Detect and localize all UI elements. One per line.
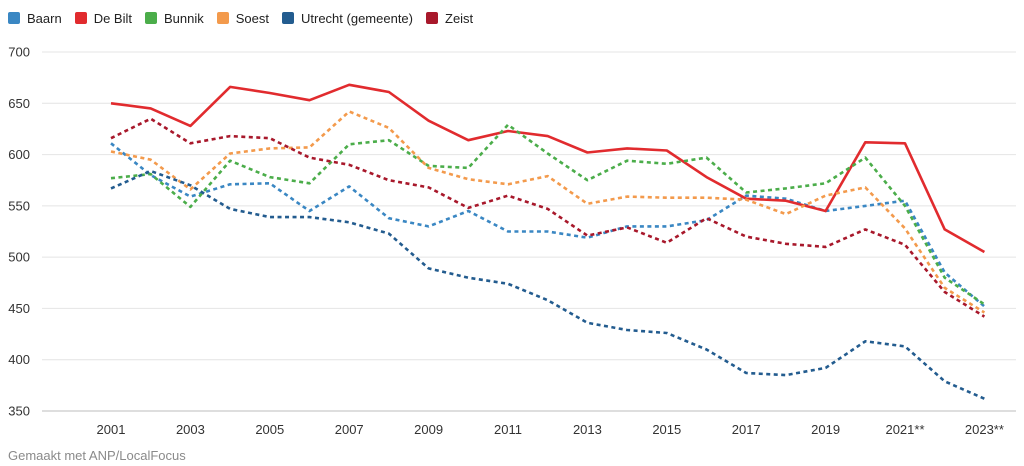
y-tick-label: 600 <box>8 147 30 162</box>
series-line-soest[interactable] <box>110 110 986 314</box>
legend-item-bunnik[interactable]: Bunnik <box>145 11 204 26</box>
series-line-utrecht-gemeente[interactable] <box>110 169 985 400</box>
legend-item-zeist[interactable]: Zeist <box>426 11 473 26</box>
x-tick-label: 2015 <box>652 422 681 437</box>
series-line-zeist[interactable] <box>110 117 986 318</box>
legend-label-de-bilt: De Bilt <box>93 10 132 26</box>
x-tick-label: 2021** <box>885 422 924 437</box>
x-tick-label: 2011 <box>494 422 522 437</box>
legend-label-bunnik: Bunnik <box>164 10 204 26</box>
x-tick-label: 2005 <box>255 422 284 437</box>
y-tick-label: 650 <box>8 96 30 111</box>
y-tick-label: 400 <box>8 352 30 367</box>
series-line-de-bilt[interactable] <box>110 83 986 254</box>
y-tick-label: 550 <box>8 198 30 213</box>
legend-swatch-soest <box>216 12 229 24</box>
legend-swatch-bunnik <box>145 12 157 24</box>
legend-item-baarn[interactable]: Baarn <box>8 11 62 26</box>
legend-swatch-zeist <box>426 12 438 24</box>
legend-swatch-utrecht <box>282 12 294 24</box>
legend-item-de-bilt[interactable]: De Bilt <box>74 10 132 26</box>
legend-label-soest: Soest <box>235 10 269 26</box>
y-axis-ticks: 350 400 450 500 550 600 650 700 <box>8 45 30 419</box>
x-tick-label: 2023** <box>965 422 1004 437</box>
legend-label-baarn: Baarn <box>27 10 62 26</box>
legend-item-soest[interactable]: Soest <box>216 10 269 26</box>
x-tick-label: 2003 <box>176 422 205 437</box>
series-line-bunnik[interactable] <box>110 123 986 306</box>
x-tick-label: 2019 <box>811 422 840 437</box>
legend-label-zeist: Zeist <box>445 10 474 26</box>
x-tick-label: 2001 <box>97 422 126 437</box>
x-tick-label: 2009 <box>414 422 443 437</box>
y-tick-label: 350 <box>8 404 30 419</box>
x-tick-label: 2017 <box>732 422 761 437</box>
legend: Baarn De Bilt Bunnik Soest Utrecht (geme… <box>8 8 486 28</box>
series-line-baarn[interactable] <box>110 142 986 308</box>
series-lines <box>110 83 986 400</box>
legend-label-utrecht: Utrecht (gemeente) <box>301 10 413 26</box>
grid-lines <box>42 51 1016 412</box>
legend-swatch-baarn <box>8 12 20 24</box>
x-tick-label: 2013 <box>573 422 602 437</box>
y-tick-label: 500 <box>8 250 30 265</box>
x-axis-ticks: 2001 2003 2005 2007 2009 2011 2013 2015 2017 2019… <box>97 422 1004 437</box>
legend-swatch-de-bilt <box>74 12 87 24</box>
y-tick-label: 700 <box>8 45 30 60</box>
y-tick-label: 450 <box>8 301 30 316</box>
source-credit: Gemaakt met ANP/LocalFocus <box>8 448 186 463</box>
x-tick-label: 2007 <box>335 422 364 437</box>
legend-item-utrecht[interactable]: Utrecht (gemeente) <box>282 11 413 26</box>
